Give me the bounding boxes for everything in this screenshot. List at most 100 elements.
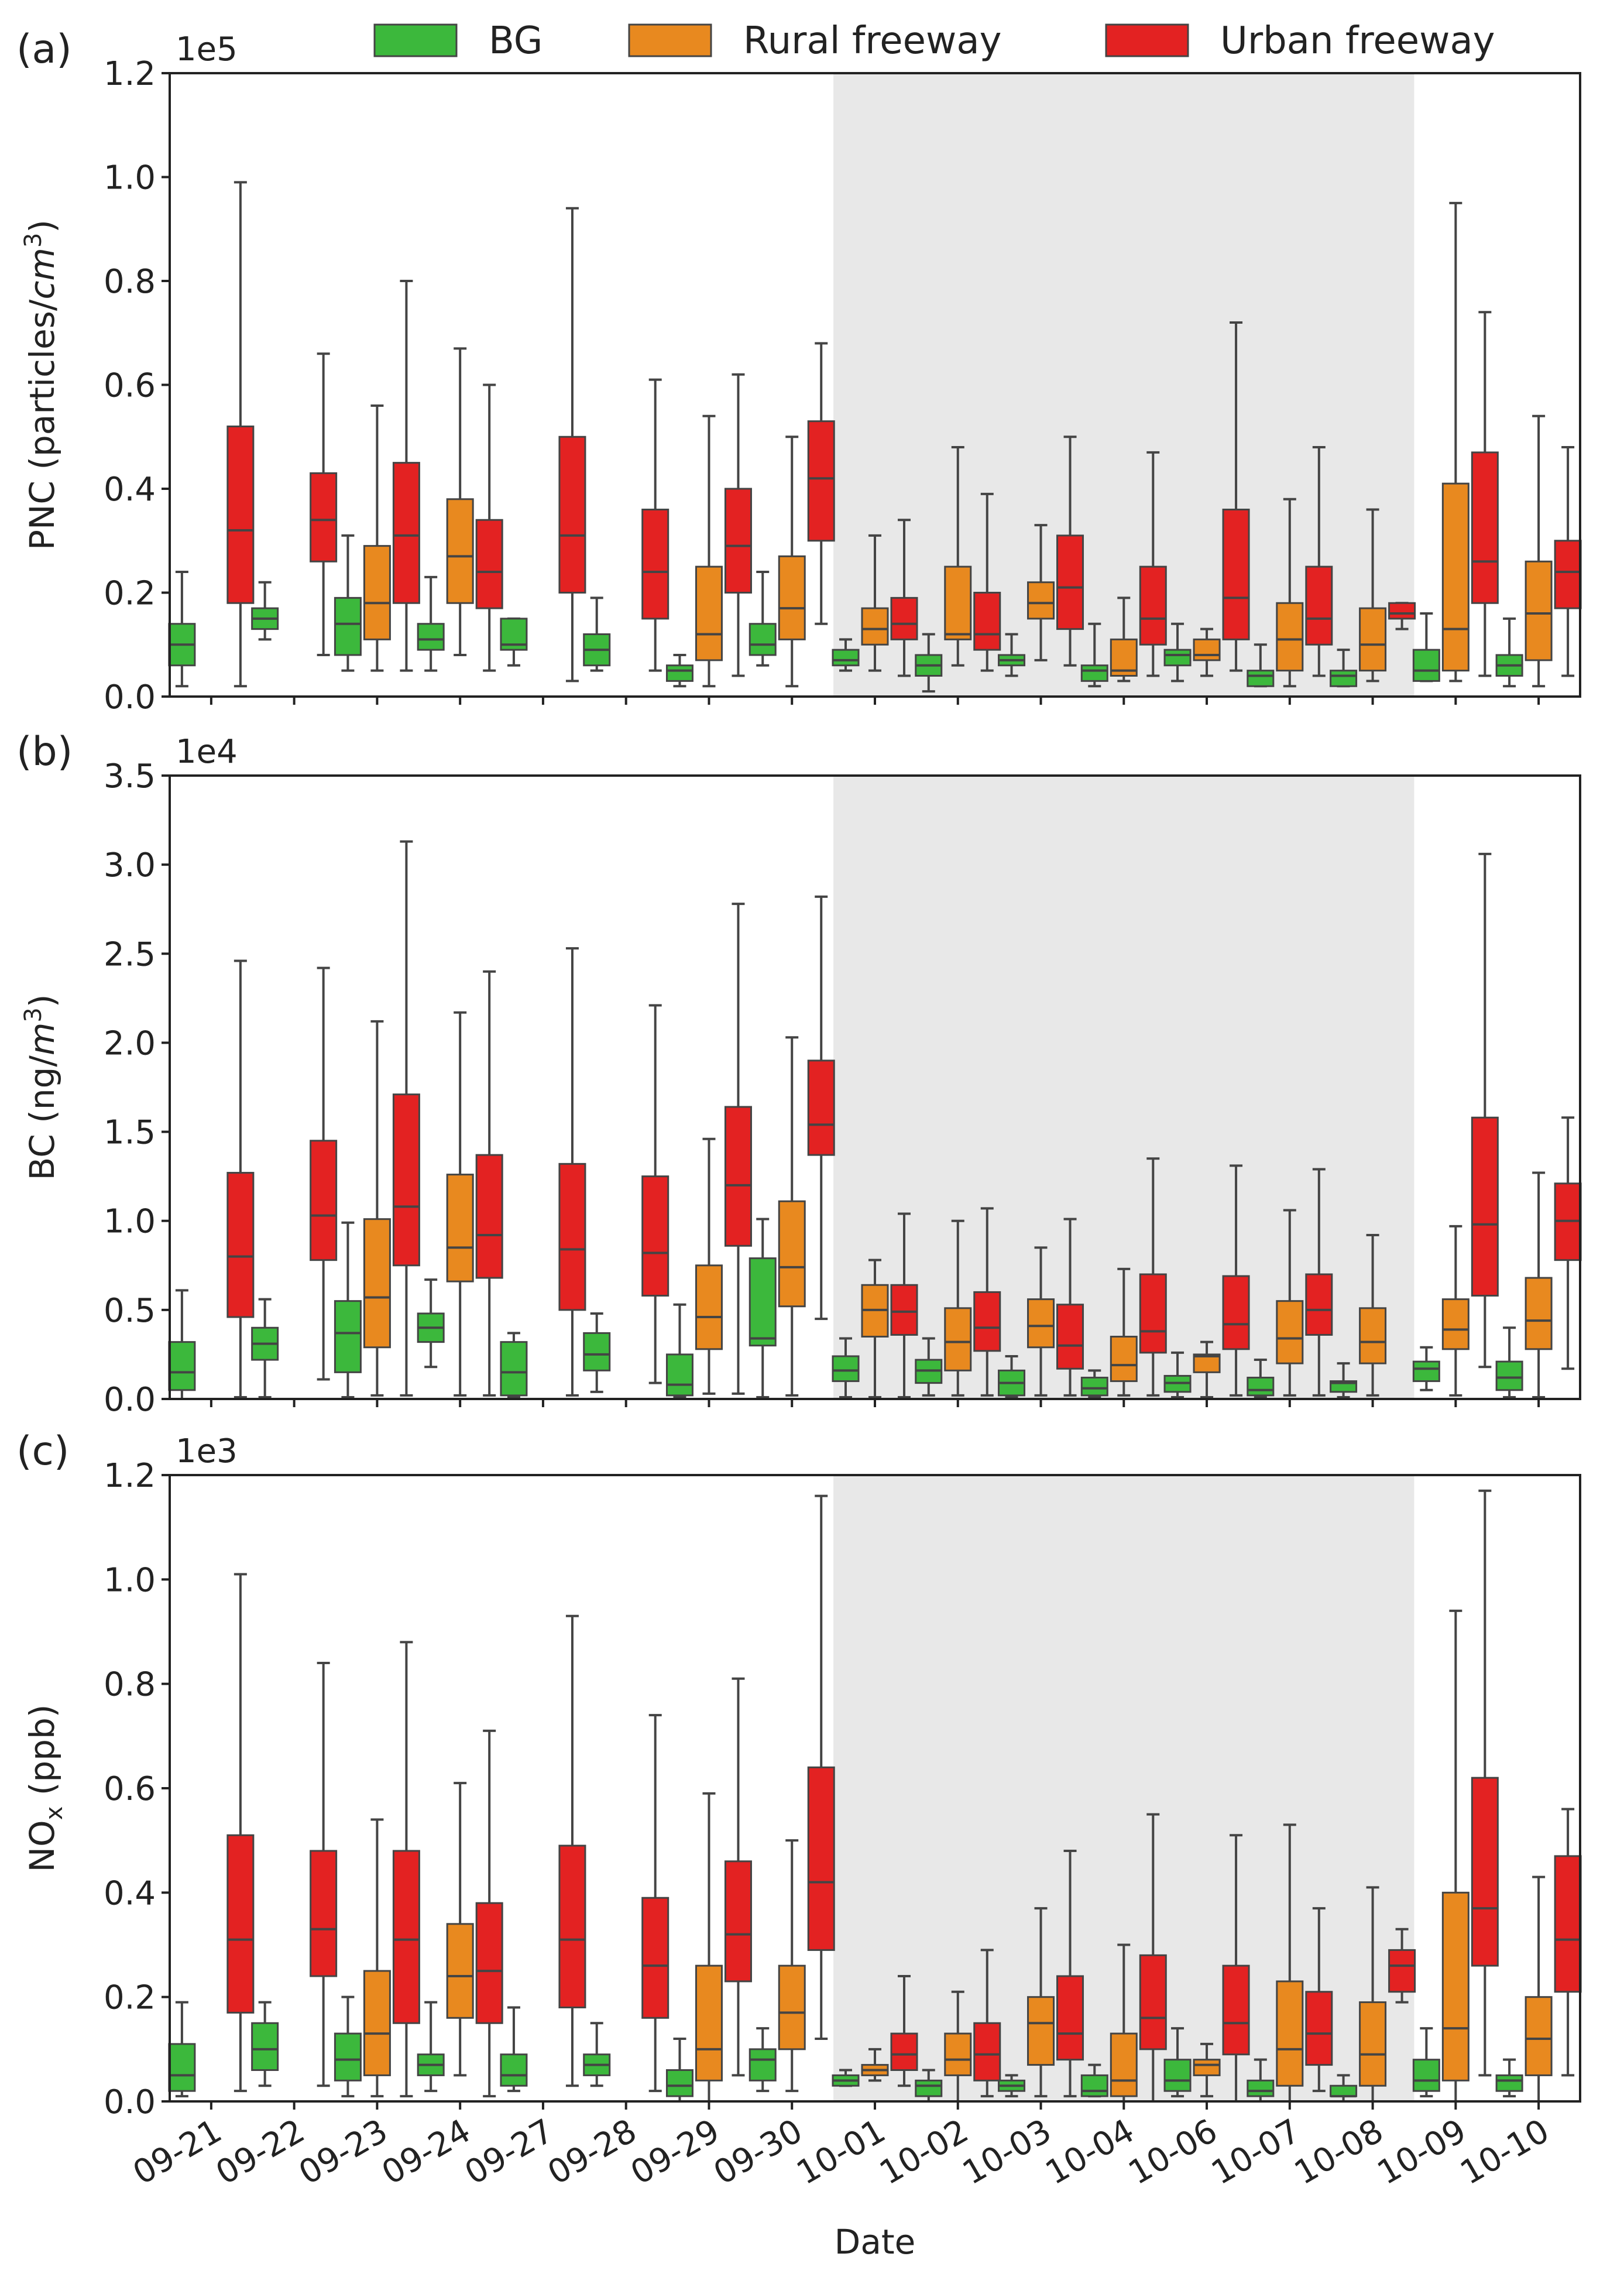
iqr-box xyxy=(310,1850,338,1977)
iqr-box xyxy=(1247,1376,1275,1397)
box-urban-10-06 xyxy=(1222,1834,1250,2103)
iqr-box xyxy=(500,1341,528,1397)
y-tick-label: 0.6 xyxy=(104,367,156,405)
legend-label: Rural freeway xyxy=(743,19,1001,63)
box-rural-10-01 xyxy=(861,2048,889,2082)
iqr-box xyxy=(446,1923,474,2019)
box-bg-10-01 xyxy=(832,1337,860,1398)
box-rural-10-06 xyxy=(1193,2042,1221,2098)
box-rural-09-24 xyxy=(446,1782,474,2077)
box-bg-09-30 xyxy=(749,571,777,667)
box-bg-09-24 xyxy=(417,1278,445,1369)
iqr-box xyxy=(665,664,693,682)
box-rural-09-23 xyxy=(363,404,391,672)
box-bg-10-04 xyxy=(1080,1369,1108,1398)
iqr-box xyxy=(226,426,255,604)
box-rural-10-08 xyxy=(1359,1886,1387,2103)
box-urban-10-10 xyxy=(1554,1808,1582,2077)
x-tick-label-10-03: 10-03 xyxy=(956,2112,1058,2193)
y-label-end: ) xyxy=(22,994,62,1007)
box-urban-09-30 xyxy=(807,895,835,1321)
iqr-box xyxy=(724,1860,752,1983)
box-urban-10-10 xyxy=(1554,1116,1582,1370)
iqr-box xyxy=(1027,1298,1055,1349)
iqr-box xyxy=(475,519,503,609)
box-urban-09-23 xyxy=(392,1641,420,2098)
box-urban-10-09 xyxy=(1471,852,1499,1369)
box-bg-10-01 xyxy=(832,638,860,672)
box-rural-09-29 xyxy=(695,1792,723,2103)
box-bg-10-04 xyxy=(1080,622,1108,688)
box-urban-10-01 xyxy=(890,1975,918,2087)
y-tick-label: 0.8 xyxy=(104,1666,156,1704)
box-bg-10-08 xyxy=(1330,2074,1358,2103)
x-tick-label-09-27: 09-27 xyxy=(459,2112,560,2193)
box-rural-09-29 xyxy=(695,1137,723,1395)
box-rural-10-04 xyxy=(1110,596,1138,683)
y-label-unit: m xyxy=(22,1023,62,1056)
iqr-box xyxy=(973,1291,1001,1352)
x-tick-label-09-24: 09-24 xyxy=(376,2112,477,2193)
y-tick-label: 3.0 xyxy=(104,846,156,884)
iqr-box xyxy=(1193,638,1221,661)
y-tick-label: 0.2 xyxy=(104,1979,156,2017)
iqr-box xyxy=(778,1964,806,2050)
iqr-box xyxy=(310,1140,338,1261)
box-urban-10-07 xyxy=(1305,1907,1333,2093)
y-label-superscript: 3 xyxy=(20,233,47,248)
iqr-box xyxy=(861,607,889,646)
iqr-box xyxy=(1495,1360,1523,1391)
iqr-box xyxy=(1222,1275,1250,1350)
box-bg-10-06 xyxy=(1163,622,1192,683)
panel-1: 0.0 0.2 0.4 0.6 0.8 1.0 1.2 1e5 (a) PNC (particle… xyxy=(16,26,1582,716)
iqr-box xyxy=(475,1902,503,2024)
iqr-box xyxy=(1441,1298,1470,1350)
box-bg-09-27 xyxy=(500,2006,528,2093)
iqr-box xyxy=(973,592,1001,651)
box-urban-10-08 xyxy=(1388,602,1416,630)
x-tick-label-10-06: 10-06 xyxy=(1122,2112,1224,2193)
y-label-main: PNC (particles/ xyxy=(22,299,62,550)
iqr-box xyxy=(1441,482,1470,672)
iqr-box xyxy=(1305,1991,1333,2066)
box-urban-09-22 xyxy=(310,352,338,656)
iqr-box xyxy=(724,488,752,594)
box-urban-09-23 xyxy=(392,840,420,1397)
box-bg-10-04 xyxy=(1080,2063,1108,2098)
iqr-box xyxy=(832,649,860,667)
iqr-box xyxy=(1163,2059,1192,2092)
iqr-box xyxy=(641,1897,669,2019)
y-axis-label: NOx (ppb) xyxy=(22,1705,68,1873)
box-urban-09-30 xyxy=(807,342,835,625)
iqr-box xyxy=(807,1059,835,1156)
x-tick-label-09-30: 09-30 xyxy=(708,2112,809,2193)
legend-item-bg: BG xyxy=(373,19,543,63)
box-urban-09-21 xyxy=(226,1573,255,2093)
iqr-box xyxy=(1027,581,1055,620)
y-tick-label: 2.0 xyxy=(104,1024,156,1062)
iqr-box xyxy=(1139,565,1167,646)
iqr-box xyxy=(1495,2074,1523,2092)
y-tick-label: 3.5 xyxy=(104,757,156,795)
box-urban-10-04 xyxy=(1139,1813,1167,2103)
box-rural-10-09 xyxy=(1441,1225,1470,1397)
axis-multiplier: 1e5 xyxy=(176,30,238,68)
iqr-box xyxy=(1305,1273,1333,1336)
iqr-box xyxy=(1441,1891,1470,2081)
y-tick-label: 0.2 xyxy=(104,575,156,613)
iqr-box xyxy=(1330,670,1358,687)
box-bg-10-08 xyxy=(1330,1362,1358,1398)
iqr-box xyxy=(392,1093,420,1267)
box-bg-10-08 xyxy=(1330,649,1358,688)
iqr-box xyxy=(1359,607,1387,672)
x-tick-label-10-08: 10-08 xyxy=(1288,2112,1389,2193)
y-tick-label: 0.4 xyxy=(104,471,156,509)
x-tick-label-09-22: 09-22 xyxy=(210,2112,311,2193)
box-urban-10-01 xyxy=(890,519,918,677)
box-bg-09-23 xyxy=(334,1995,362,2098)
box-urban-10-10 xyxy=(1554,446,1582,677)
iqr-box xyxy=(1080,664,1108,682)
iqr-box xyxy=(310,472,338,563)
box-urban-10-02 xyxy=(973,492,1001,672)
iqr-box xyxy=(1554,540,1582,609)
